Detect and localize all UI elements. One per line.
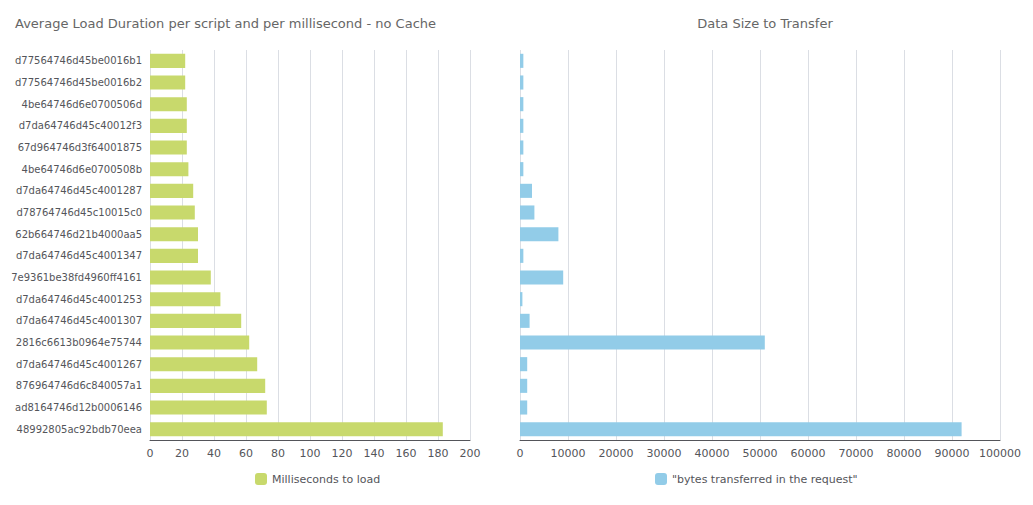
svg-text:40: 40 bbox=[207, 447, 221, 460]
svg-text:4be64746d6e0700508b: 4be64746d6e0700508b bbox=[22, 164, 142, 175]
svg-text:"bytes transferred in the requ: "bytes transferred in the request" bbox=[672, 473, 858, 486]
svg-text:40000: 40000 bbox=[695, 447, 730, 460]
svg-text:d77564746d45be0016b2: d77564746d45be0016b2 bbox=[15, 77, 142, 88]
svg-text:ad8164746d12b0006146: ad8164746d12b0006146 bbox=[15, 402, 142, 413]
svg-text:4be64746d6e0700506d: 4be64746d6e0700506d bbox=[22, 99, 142, 110]
svg-text:2816c6613b0964e75744: 2816c6613b0964e75744 bbox=[16, 337, 142, 348]
svg-text:62b664746d21b4000aa5: 62b664746d21b4000aa5 bbox=[15, 229, 142, 240]
svg-text:90000: 90000 bbox=[935, 447, 970, 460]
svg-text:d77564746d45be0016b1: d77564746d45be0016b1 bbox=[15, 55, 142, 66]
svg-text:50000: 50000 bbox=[743, 447, 778, 460]
svg-text:Milliseconds to load: Milliseconds to load bbox=[272, 473, 380, 486]
svg-text:70000: 70000 bbox=[839, 447, 874, 460]
svg-text:d7da64746d45c4001307: d7da64746d45c4001307 bbox=[16, 315, 142, 326]
svg-text:100: 100 bbox=[300, 447, 321, 460]
svg-text:20: 20 bbox=[175, 447, 189, 460]
svg-text:67d964746d3f64001875: 67d964746d3f64001875 bbox=[18, 142, 142, 153]
svg-text:d7da64746d45c4001287: d7da64746d45c4001287 bbox=[16, 185, 142, 196]
svg-text:Data Size to Transfer: Data Size to Transfer bbox=[697, 16, 833, 31]
svg-text:20000: 20000 bbox=[599, 447, 634, 460]
svg-text:0: 0 bbox=[147, 447, 154, 460]
svg-text:140: 140 bbox=[364, 447, 385, 460]
svg-text:d7da64746d45c40012f3: d7da64746d45c40012f3 bbox=[19, 120, 142, 131]
svg-text:200: 200 bbox=[460, 447, 481, 460]
svg-text:Average Load Duration per scri: Average Load Duration per script and per… bbox=[15, 16, 436, 31]
svg-text:80: 80 bbox=[271, 447, 285, 460]
svg-text:d7da64746d45c4001253: d7da64746d45c4001253 bbox=[16, 294, 142, 305]
svg-text:876964746d6c840057a1: 876964746d6c840057a1 bbox=[16, 380, 142, 391]
svg-text:48992805ac92bdb70eea: 48992805ac92bdb70eea bbox=[17, 424, 142, 435]
svg-text:10000: 10000 bbox=[551, 447, 586, 460]
svg-text:d7da64746d45c4001267: d7da64746d45c4001267 bbox=[16, 359, 142, 370]
svg-text:7e9361be38fd4960ff4161: 7e9361be38fd4960ff4161 bbox=[11, 272, 142, 283]
svg-text:100000: 100000 bbox=[979, 447, 1021, 460]
svg-text:180: 180 bbox=[428, 447, 449, 460]
svg-text:160: 160 bbox=[396, 447, 417, 460]
svg-text:60000: 60000 bbox=[791, 447, 826, 460]
svg-text:120: 120 bbox=[332, 447, 353, 460]
svg-text:30000: 30000 bbox=[647, 447, 682, 460]
svg-text:80000: 80000 bbox=[887, 447, 922, 460]
svg-text:d7da64746d45c4001347: d7da64746d45c4001347 bbox=[16, 250, 142, 261]
svg-text:0: 0 bbox=[517, 447, 524, 460]
svg-text:60: 60 bbox=[239, 447, 253, 460]
svg-text:d78764746d45c10015c0: d78764746d45c10015c0 bbox=[17, 207, 143, 218]
